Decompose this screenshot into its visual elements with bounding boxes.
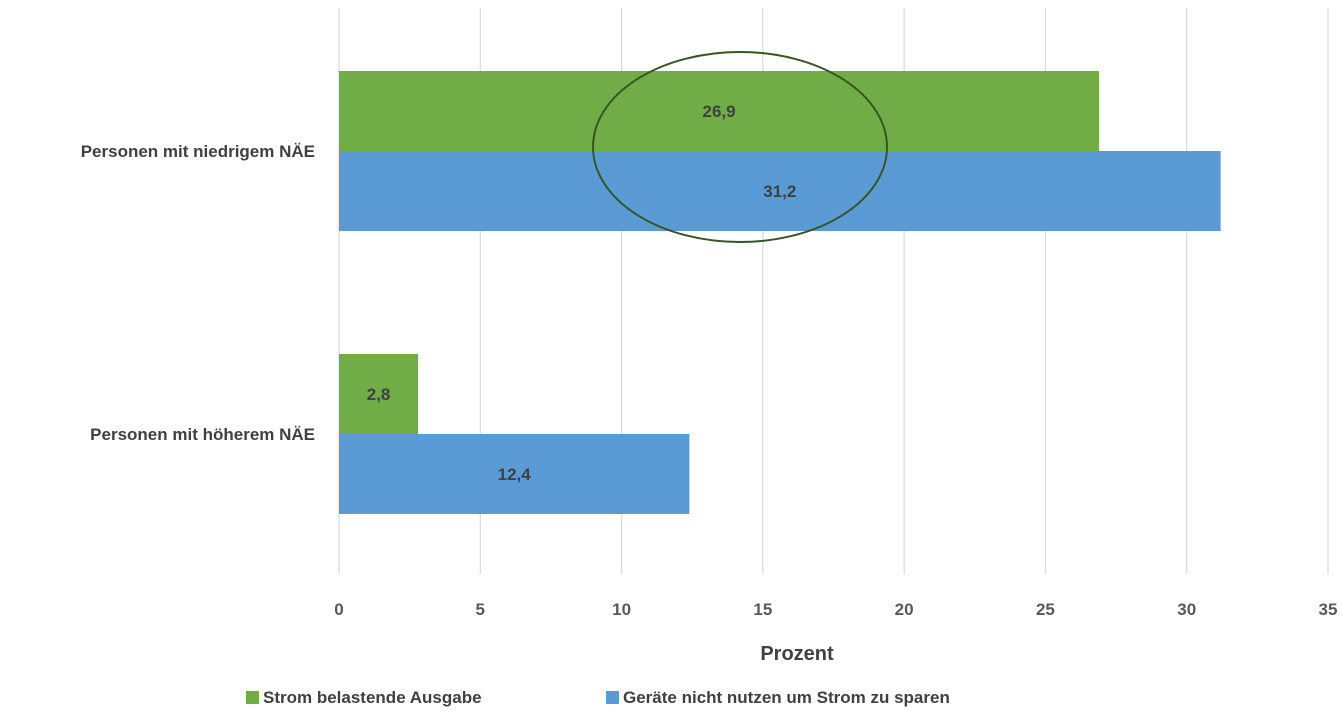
legend-label: Strom belastende Ausgabe [263,688,482,707]
data-label: 26,9 [703,102,736,121]
bar [339,434,690,514]
x-axis-ticks: 0 5 10 15 20 25 30 35 [334,600,1337,619]
legend-swatch [606,691,619,704]
highlight-ellipse [592,51,888,243]
y-axis-categories: Personen mit niedrigem NÄE Personen mit h… [81,142,315,444]
annotations [592,51,888,243]
data-label: 31,2 [763,182,796,201]
data-label: 2,8 [367,385,391,404]
bar [339,354,419,434]
data-label: 12,4 [498,465,532,484]
x-axis-title: Prozent [760,643,834,665]
x-tick-label: 30 [1177,600,1196,619]
x-tick-label: 20 [895,600,914,619]
legend: Strom belastende Ausgabe Geräte nicht nut… [246,688,950,707]
category-label: Personen mit höherem NÄE [90,425,315,444]
legend-label: Geräte nicht nutzen um Strom zu sparen [623,688,950,707]
x-tick-label: 15 [753,600,772,619]
x-tick-label: 35 [1319,600,1338,619]
legend-swatch [246,691,259,704]
x-tick-label: 0 [334,600,343,619]
x-tick-label: 25 [1036,600,1055,619]
data-labels: 26,9 31,2 2,8 12,4 [367,102,797,484]
x-tick-label: 5 [476,600,485,619]
x-tick-label: 10 [612,600,631,619]
bar [339,71,1100,151]
bar [339,151,1221,231]
bars [339,71,1221,514]
category-label: Personen mit niedrigem NÄE [81,142,315,161]
